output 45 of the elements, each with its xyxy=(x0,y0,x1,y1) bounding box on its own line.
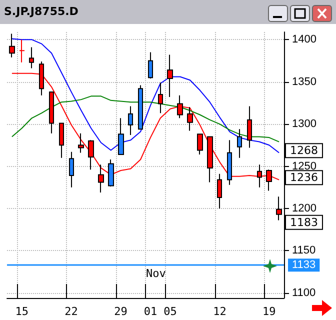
candlestick xyxy=(88,140,94,170)
y-tick-label: 1400 xyxy=(292,34,316,46)
candlestick xyxy=(128,106,133,136)
ref-line-label: 1133 xyxy=(292,259,316,272)
y-tick-label: 1300 xyxy=(292,118,316,130)
x-tick-label: 29 xyxy=(114,305,128,318)
candlestick xyxy=(59,122,64,158)
x-tick-label: 05 xyxy=(164,305,177,318)
annotation: 1183 xyxy=(290,216,318,229)
candlestick xyxy=(158,82,163,114)
candlestick xyxy=(108,159,114,188)
annotation: 1236 xyxy=(290,171,318,184)
candlestick xyxy=(197,134,203,155)
candlestick xyxy=(29,46,34,69)
y-tick-label: 1350 xyxy=(292,76,316,88)
candlestick xyxy=(69,151,74,188)
candlestick xyxy=(237,128,242,158)
candlestick xyxy=(118,118,124,155)
y-tick-label: 1100 xyxy=(292,286,316,299)
candlestick xyxy=(19,39,25,63)
candlestick xyxy=(78,132,84,154)
candlestick xyxy=(247,106,252,148)
candlestick xyxy=(177,94,183,119)
line-series xyxy=(11,96,280,142)
candlestick xyxy=(167,54,173,98)
chart-title: S.JP.J8755.D xyxy=(4,5,78,18)
candlestick xyxy=(9,33,15,58)
x-tick-label: 01 xyxy=(144,305,158,318)
candlestick xyxy=(217,173,222,209)
x-tick-label: 22 xyxy=(64,305,78,318)
candlestick xyxy=(49,91,54,134)
annotation: Nov xyxy=(146,267,166,280)
x-tick-label: 19 xyxy=(262,305,276,318)
candlestick xyxy=(148,52,153,79)
candlestick xyxy=(276,196,282,221)
line-series xyxy=(11,38,280,154)
x-tick-label: 12 xyxy=(213,305,226,318)
annotation: 1268 xyxy=(290,144,318,158)
y-tick-label: 1250 xyxy=(292,160,316,172)
candlestick xyxy=(138,84,143,130)
x-tick-label: 15 xyxy=(15,305,28,318)
y-tick-label: 1150 xyxy=(292,244,316,257)
candlestick xyxy=(227,140,232,186)
y-tick-label: 1200 xyxy=(292,202,316,214)
candlestick xyxy=(187,106,193,132)
